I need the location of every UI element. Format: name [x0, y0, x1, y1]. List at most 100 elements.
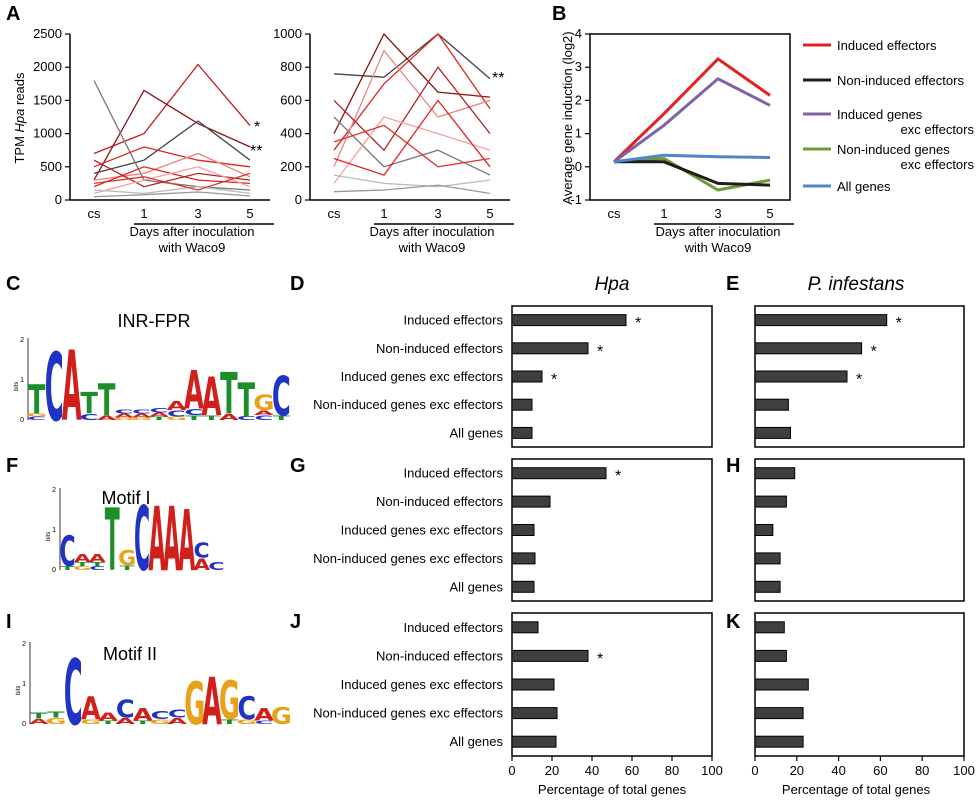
logo-letter-glyph: C	[237, 416, 256, 422]
logo-letter-glyph: A	[89, 553, 107, 565]
logo-letter-glyph: T	[98, 376, 116, 426]
bar-charts: Induced effectors * Non-induced effectors *…	[313, 305, 975, 778]
panel-j-xtick-label: 40	[585, 763, 599, 778]
logo-letter-glyph: G	[73, 565, 91, 571]
logo-letter-glyph: G	[131, 417, 152, 421]
panel-a-left-series-line	[93, 89, 251, 181]
logo-letter-glyph: C	[116, 695, 135, 724]
logo-letter-glyph: A	[98, 711, 118, 723]
panel-b-chart: -1 0 1 2 3 4 cs 1 3 5	[570, 26, 794, 225]
logo-letter-glyph: C	[254, 415, 273, 422]
logo-letter-glyph: A	[201, 367, 221, 428]
panel-a-right-xlabel-line1: Days after inoculation	[369, 224, 494, 239]
panel-letter-h: H	[726, 455, 740, 477]
panel-a-left-ytick-label: 2000	[33, 59, 62, 74]
panel-a-right-series-line	[333, 33, 491, 151]
logo-letter-glyph: T	[105, 491, 120, 591]
logo-letter-glyph: C	[27, 416, 46, 421]
bars-pinf-title: P. infestans	[808, 274, 905, 295]
panel-a-left-series-line	[93, 172, 251, 191]
logo-letter-glyph: T	[120, 564, 135, 571]
panel-e-significance-star: *	[896, 315, 902, 332]
legend-label: Induced effectors	[837, 38, 937, 53]
legend-label: Non-induced effectors	[837, 73, 964, 88]
panel-a-ylabel-italic: Hpa	[12, 109, 27, 133]
logo-letter-glyph: C	[64, 641, 83, 746]
panel-a-left-series-line	[93, 120, 251, 175]
panel-a-left-xtick-label: 5	[246, 206, 253, 221]
logo-c-title: INR-FPR	[118, 311, 191, 331]
panel-a-ylabel: TPM Hpa reads	[12, 72, 27, 164]
logo-letter-glyph: A	[184, 360, 204, 421]
panel-letter-i: I	[6, 611, 12, 633]
logo-letter-glyph: A	[167, 717, 187, 727]
panel-a-right-ytick-label: 800	[280, 59, 302, 74]
panel-e-bar	[754, 398, 789, 411]
panel-a-right-chart: 0 200 400 600 800 1000 cs 1 3 5	[273, 26, 514, 225]
panel-d-bar	[511, 314, 627, 327]
panel-b-series-line	[613, 77, 771, 164]
logo-letter-glyph: T	[30, 711, 47, 721]
panel-b-frame	[589, 33, 791, 201]
panel-a-right-series-line	[333, 32, 491, 134]
panel-j-category-label: All genes	[450, 734, 504, 749]
panel-g-category-label: Non-induced effectors	[376, 494, 503, 509]
panel-a-right-series-line	[333, 174, 491, 188]
logo-bits-label: bits	[16, 686, 22, 695]
legend-label: Induced genes	[837, 107, 923, 122]
panel-g-category-label: Induced genes exc effectors	[341, 523, 504, 538]
panel-d-category-label: Non-induced genes exc effectors	[313, 397, 503, 412]
panel-b-ylabel: Average gene induction (log2)	[560, 31, 575, 204]
panel-a-left-xtick-label: 1	[140, 206, 147, 221]
panel-k-xtick-label: 60	[873, 763, 887, 778]
logo-letter-glyph: C	[150, 407, 169, 414]
panel-a-right-series-line	[333, 49, 491, 168]
panel-b-xtick-label: 5	[766, 206, 773, 221]
panel-b-series-line	[613, 153, 771, 164]
logo-letter-glyph: A	[193, 556, 210, 574]
panel-d-category-label: Induced effectors	[404, 313, 504, 328]
panel-k-xtick-label: 80	[915, 763, 929, 778]
panel-a-right-star-double: **	[492, 70, 504, 87]
logo-letter-glyph: T	[220, 362, 238, 428]
logo-ytick-label: 1	[20, 377, 24, 384]
panel-g-bar	[511, 524, 535, 536]
logo-letter-glyph: T	[273, 415, 291, 422]
logo-letter-glyph: T	[75, 561, 90, 567]
panel-g-category-label: All genes	[450, 579, 504, 594]
panel-a-right-series-line	[333, 33, 491, 80]
logo-letter-glyph: G	[114, 417, 135, 421]
panel-a-right-series-line	[333, 66, 491, 152]
logo-letter-glyph: A	[74, 553, 92, 565]
logo-letter-glyph: T	[221, 719, 239, 726]
logo-letter-glyph: G	[166, 416, 187, 421]
logo-bits-label: bits	[46, 532, 52, 541]
panel-a-left-ytick-label: 0	[55, 192, 62, 207]
panel-k-xtick-label: 20	[790, 763, 804, 778]
panel-b-xtick-label: cs	[608, 206, 622, 221]
panel-e-significance-star: *	[856, 372, 862, 389]
panel-a-right-series-line	[333, 116, 491, 184]
logo-letter-glyph: T	[80, 387, 98, 421]
legend-label: All genes	[837, 179, 891, 194]
panel-a-left-xtick-label: 3	[194, 206, 201, 221]
logo-letter-glyph: G	[271, 702, 292, 729]
logo-letter-glyph: G	[118, 547, 136, 571]
logo-letter-glyph: C	[255, 720, 274, 725]
logo-ytick-label: 0	[20, 417, 24, 424]
panel-d-significance-star: *	[635, 315, 641, 332]
panel-d-bar	[511, 398, 533, 411]
panel-j-bar	[511, 707, 558, 720]
panel-b-xtick-label: 1	[660, 206, 667, 221]
panel-a-ylabel-pre: TPM	[12, 132, 27, 163]
panel-a-left-ytick-label: 500	[40, 159, 62, 174]
logo-letter-glyph: T	[185, 415, 203, 422]
panel-j-xtick-label: 80	[665, 763, 679, 778]
logo-ytick-label: 2	[22, 641, 26, 648]
panel-a-left-series-line	[93, 63, 251, 155]
panel-j-category-label: Non-induced genes exc effectors	[313, 706, 503, 721]
panel-a-left-chart: 0 500 1000 1500 2000 2500 cs 1 3 5	[33, 26, 274, 225]
logo-letter-glyph: A	[62, 331, 82, 443]
